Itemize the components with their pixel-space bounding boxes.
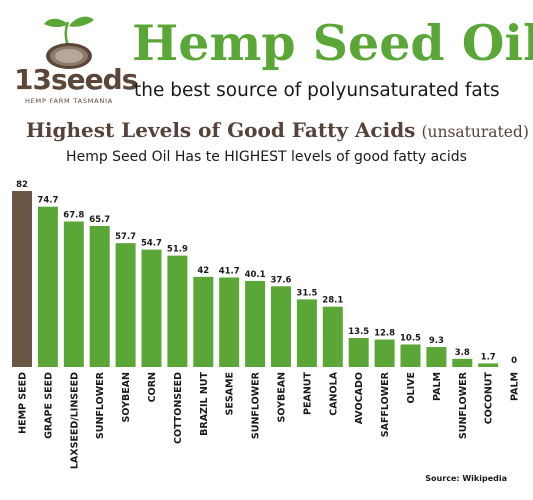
value-label-grape-seed-2: 74.7	[37, 196, 58, 206]
section-heading-text: Highest Levels of Good Fatty Acids	[26, 118, 416, 142]
category-label-safflower-15: SAFFLOWER	[380, 371, 391, 437]
category-label-palm-17: PALM	[432, 372, 443, 401]
bar-palm-17	[426, 347, 447, 367]
value-label-corn-6: 54.7	[141, 239, 162, 249]
bar-canola-13	[322, 306, 343, 367]
bar-chart: 82 HEMP SEED 74.7 GRAPE SEED 67.8 FLAXSEED/LI…	[12, 180, 521, 470]
value-label-flaxseed-linseed-3: 67.8	[63, 210, 84, 220]
category-label-sunflower-10: SUNFLOWER	[251, 371, 262, 439]
bar-grape-seed-2	[37, 206, 58, 367]
category-label-olive-16: OLIVE	[406, 372, 417, 404]
category-label-peanut-12: PEANUT	[302, 371, 313, 414]
value-label-canola-13: 28.1	[322, 296, 343, 306]
section-heading: Highest Levels of Good Fatty Acids (unsat…	[26, 118, 529, 142]
bar-avocado-14	[348, 338, 369, 367]
bar-soybean-5	[115, 243, 136, 367]
category-label-soybean-5: SOYBEAN	[121, 372, 132, 423]
category-label-sunflower-4: SUNFLOWER	[95, 371, 106, 439]
page-title: Hemp Seed Oil	[132, 14, 533, 72]
bar-soybean-11	[271, 286, 291, 367]
chart-caption: Hemp Seed Oil Has te HIGHEST levels of g…	[66, 149, 467, 165]
value-label-sunflower-4: 65.7	[89, 215, 110, 225]
bar-coconut-19	[478, 363, 499, 367]
category-label-avocado-14: AVOCADO	[354, 372, 365, 424]
bar-sunflower-10	[245, 280, 266, 367]
section-heading-note: (unsaturated)	[421, 123, 529, 141]
bar-peanut-12	[296, 299, 317, 367]
bar-safflower-15	[374, 339, 395, 367]
category-label-soybean-11: SOYBEAN	[277, 372, 288, 423]
value-label-palm-17: 9.3	[429, 336, 444, 346]
category-label-palm-20: PALM	[510, 372, 521, 401]
source-note: Source: Wikipedia	[425, 474, 507, 483]
value-label-coconut-19: 1.7	[481, 352, 496, 362]
category-label-grape-seed-2: GRAPE SEED	[43, 372, 54, 439]
hemp-seed-sprout-icon	[44, 16, 94, 69]
category-label-hemp-seed-1: HEMP SEED	[18, 372, 29, 434]
bar-olive-16	[400, 344, 421, 367]
page-subtitle: the best source of polyunsaturated fats	[134, 80, 500, 101]
category-label-corn-6: CORN	[147, 372, 158, 402]
category-label-cottonseed-7: COTTONSEED	[173, 372, 184, 444]
bar-hemp-seed-1	[12, 191, 32, 367]
value-label-soybean-5: 57.7	[115, 232, 136, 242]
category-label-coconut-19: COCONUT	[484, 371, 495, 424]
category-label-sunflower-18: SUNFLOWER	[458, 371, 469, 439]
bar-sesame-9	[219, 277, 240, 367]
category-label-sesame-9: SESAME	[225, 372, 236, 415]
value-label-peanut-12: 31.5	[296, 288, 317, 298]
bar-flaxseed-linseed-3	[63, 221, 84, 367]
value-label-hemp-seed-1: 82	[16, 180, 28, 190]
logo-subtitle: HEMP FARM TASMANIA	[24, 97, 114, 105]
value-label-avocado-14: 13.5	[348, 327, 369, 337]
value-label-sesame-9: 41.7	[219, 266, 240, 276]
value-label-cottonseed-7: 51.9	[167, 245, 188, 255]
value-label-brazil-nut-8: 42	[197, 266, 209, 276]
value-label-soybean-11: 37.6	[271, 275, 292, 285]
value-label-safflower-15: 12.8	[374, 329, 395, 339]
value-label-sunflower-18: 3.8	[455, 348, 470, 358]
category-label-flaxseed-linseed-3: FLAXSEED/LINSEED	[69, 372, 80, 470]
bar-corn-6	[141, 249, 162, 367]
bar-cottonseed-7	[167, 255, 188, 367]
bar-sunflower-4	[89, 225, 110, 367]
bar-brazil-nut-8	[193, 276, 214, 367]
value-label-palm-20: 0	[511, 356, 517, 366]
value-label-olive-16: 10.5	[400, 333, 421, 343]
bar-sunflower-18	[452, 358, 473, 367]
category-label-brazil-nut-8: BRAZIL NUT	[199, 371, 210, 435]
category-label-canola-13: CANOLA	[328, 371, 339, 415]
value-label-sunflower-10: 40.1	[245, 270, 266, 280]
logo-wordmark: 13seeds	[14, 63, 138, 96]
brand-logo: 13seeds HEMP FARM TASMANIA	[14, 14, 138, 110]
